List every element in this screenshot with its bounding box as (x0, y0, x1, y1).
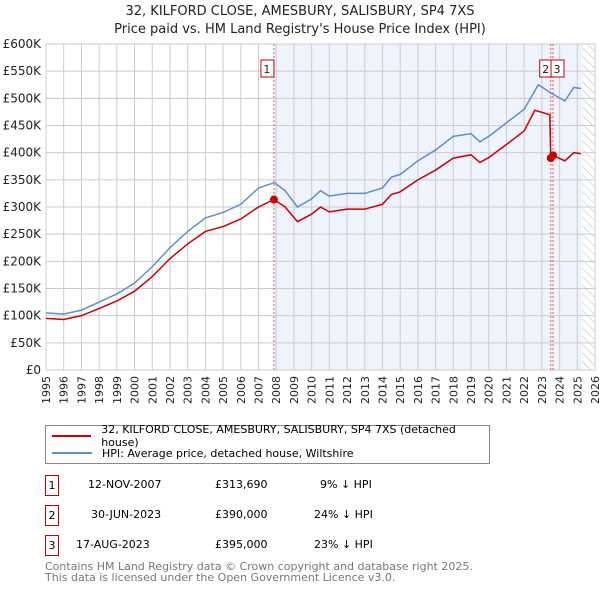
sale-date: 17-AUG-2023 (76, 538, 150, 551)
x-tick-label: 2008 (270, 376, 283, 404)
chart-subtitle: Price paid vs. HM Land Registry's House … (114, 22, 486, 37)
sale-point (269, 195, 278, 204)
x-tick-label: 2018 (447, 376, 460, 404)
sale-number: 1 (45, 475, 59, 496)
x-tick-label: 1999 (111, 376, 124, 404)
x-tick-label: 2002 (164, 376, 177, 404)
sale-number: 3 (45, 535, 59, 556)
chart-title: 32, KILFORD CLOSE, AMESBURY, SALISBURY, … (125, 4, 475, 19)
sale-marker-box (550, 59, 565, 78)
sale-date: 30-JUN-2023 (91, 508, 162, 521)
x-tick-label: 2011 (323, 376, 336, 404)
x-tick-label: 2013 (359, 376, 372, 404)
legend-property: 32, KILFORD CLOSE, AMESBURY, SALISBURY, … (101, 423, 456, 449)
x-tick-label: 2000 (129, 376, 142, 404)
sale-row: 1 12-NOV-2007 £313,690 9% ↓ HPI (45, 475, 445, 496)
price-chart: 1995 1996 1997 1998 1999 2000 2001 2002 2003 2004… (3, 37, 600, 404)
x-tick-label: 2026 (589, 376, 600, 404)
x-tick-label: 2020 (483, 376, 496, 404)
x-tick-label: 2009 (288, 376, 301, 404)
sale-marker-label: 3 (554, 63, 561, 76)
y-tick-label: £150K (3, 282, 43, 296)
sale-date: 12-NOV-2007 (88, 478, 162, 491)
x-tick-label: 2023 (536, 376, 549, 404)
sale-row: 3 17-AUG-2023 £395,000 23% ↓ HPI (45, 535, 445, 556)
y-tick-label: £500K (3, 91, 43, 105)
x-tick-label: 2016 (412, 376, 425, 404)
sale-price: £313,690 (215, 478, 268, 491)
x-tick-label: 2022 (518, 376, 531, 404)
x-tick-label: 1998 (93, 376, 106, 404)
hpi-line (45, 83, 581, 315)
x-tick-label: 2001 (146, 376, 159, 404)
x-tick-label: 2006 (235, 376, 248, 404)
sale-price: £390,000 (215, 508, 268, 521)
y-tick-label: £300K (3, 200, 43, 214)
x-tick-label: 2005 (217, 376, 230, 404)
y-tick-label: £250K (3, 227, 43, 241)
x-tick-label: 2024 (554, 376, 567, 404)
x-tick-label: 2021 (500, 376, 513, 404)
property-legend-swatch (52, 435, 92, 437)
y-tick-label: £450K (3, 119, 43, 133)
sale-hpi-diff: 9% ↓ HPI (320, 478, 372, 491)
sale-marker-label: 1 (263, 63, 270, 76)
hpi-legend-swatch (52, 452, 92, 454)
y-tick-label: £100K (3, 309, 43, 323)
x-tick-label: 2010 (306, 376, 319, 404)
footer-copyright: Contains HM Land Registry data © Crown c… (45, 560, 473, 573)
y-tick-label: £550K (3, 64, 43, 78)
sale-number: 2 (45, 505, 59, 526)
y-tick-label: £400K (3, 146, 43, 160)
x-tick-label: 2017 (430, 376, 443, 404)
x-tick-label: 2025 (571, 376, 584, 404)
sale-price: £395,000 (215, 538, 268, 551)
footer-licence: This data is licensed under the Open Gov… (45, 571, 396, 584)
sale-hpi-diff: 24% ↓ HPI (314, 508, 373, 521)
x-tick-label: 2012 (341, 376, 354, 404)
sale-point (549, 151, 558, 160)
x-tick-label: 2014 (376, 376, 389, 404)
x-tick-label: 1995 (40, 376, 53, 404)
x-tick-label: 2004 (199, 376, 212, 404)
x-tick-label: 2007 (253, 376, 266, 404)
x-tick-label: 2003 (182, 376, 195, 404)
sale-marker-label: 2 (542, 63, 549, 76)
x-tick-label: 2019 (465, 376, 478, 404)
x-tick-label: 1997 (75, 376, 88, 404)
plot-border (45, 43, 596, 371)
property-price-line (45, 109, 581, 321)
legend: 32, KILFORD CLOSE, AMESBURY, SALISBURY, … (45, 423, 490, 464)
y-tick-label: £0 (26, 363, 41, 377)
y-tick-label: £600K (3, 37, 43, 51)
sale-row: 2 30-JUN-2023 £390,000 24% ↓ HPI (45, 505, 445, 526)
y-tick-label: £350K (3, 173, 43, 187)
x-tick-label: 2015 (394, 376, 407, 404)
x-tick-label: 1996 (58, 376, 71, 404)
sale-hpi-diff: 23% ↓ HPI (314, 538, 373, 551)
legend-hpi: HPI: Average price, detached house, Wilt… (102, 446, 354, 460)
sale-marker-box (260, 59, 275, 78)
y-tick-label: £200K (3, 254, 43, 268)
y-tick-label: £50K (10, 336, 42, 350)
